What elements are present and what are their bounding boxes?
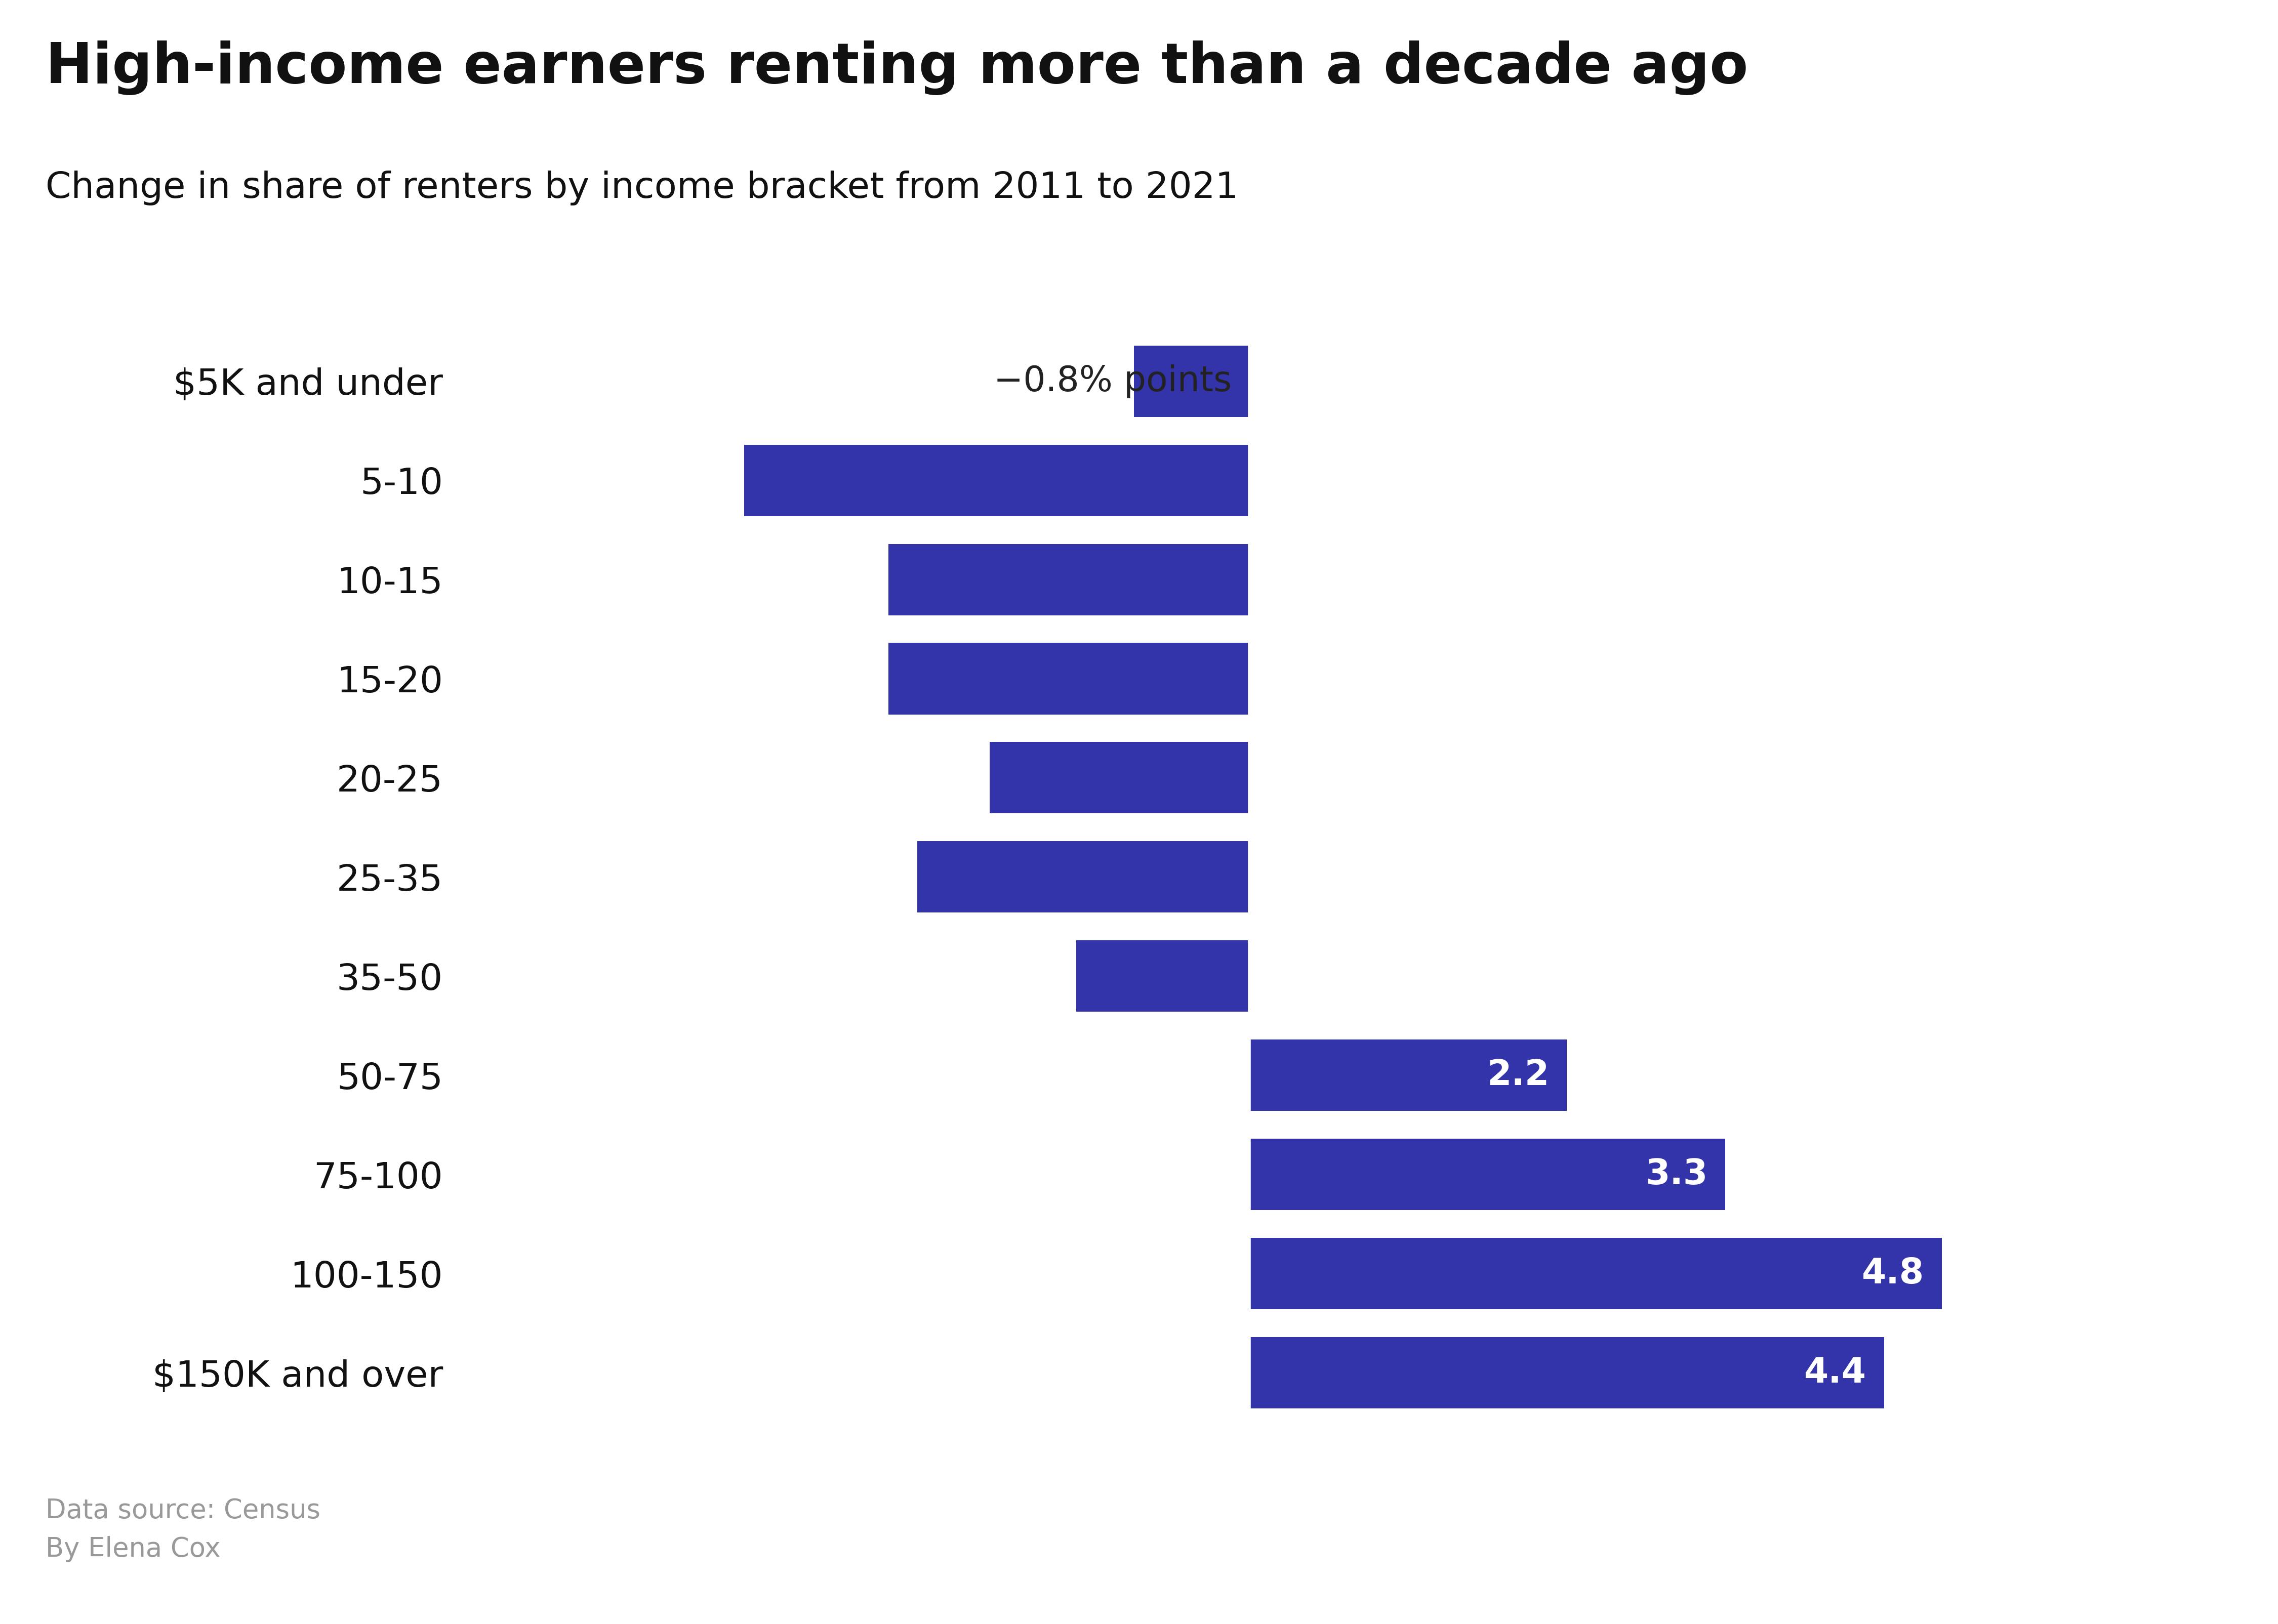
Bar — [1075, 940, 1248, 1012]
Bar — [1248, 1039, 1567, 1111]
Text: 4.4: 4.4 — [1804, 1356, 1866, 1390]
Text: −0.8% points: −0.8% points — [993, 364, 1232, 398]
Bar — [888, 643, 1248, 715]
Text: -3.5: -3.5 — [1267, 463, 1344, 497]
Bar — [918, 841, 1248, 913]
Bar — [1134, 346, 1248, 417]
Bar — [1248, 1138, 1724, 1210]
Text: -1.8: -1.8 — [1267, 762, 1344, 794]
Text: 4.8: 4.8 — [1861, 1257, 1925, 1291]
Text: Data source: Census
By Elena Cox: Data source: Census By Elena Cox — [46, 1497, 321, 1562]
Text: High-income earners renting more than a decade ago: High-income earners renting more than a … — [46, 41, 1747, 96]
Text: Change in share of renters by income bracket from 2011 to 2021: Change in share of renters by income bra… — [46, 171, 1239, 206]
Text: -2.5: -2.5 — [1267, 562, 1344, 596]
Bar — [888, 544, 1248, 615]
Text: -2.3: -2.3 — [1267, 861, 1344, 893]
Text: 2.2: 2.2 — [1488, 1059, 1549, 1093]
Bar — [989, 742, 1248, 814]
Text: -1.2: -1.2 — [1267, 960, 1344, 992]
Text: -2.5: -2.5 — [1267, 661, 1344, 695]
Bar — [1248, 1237, 1941, 1309]
Text: 3.3: 3.3 — [1645, 1158, 1708, 1192]
Bar — [1248, 1337, 1884, 1408]
Bar — [745, 445, 1248, 516]
